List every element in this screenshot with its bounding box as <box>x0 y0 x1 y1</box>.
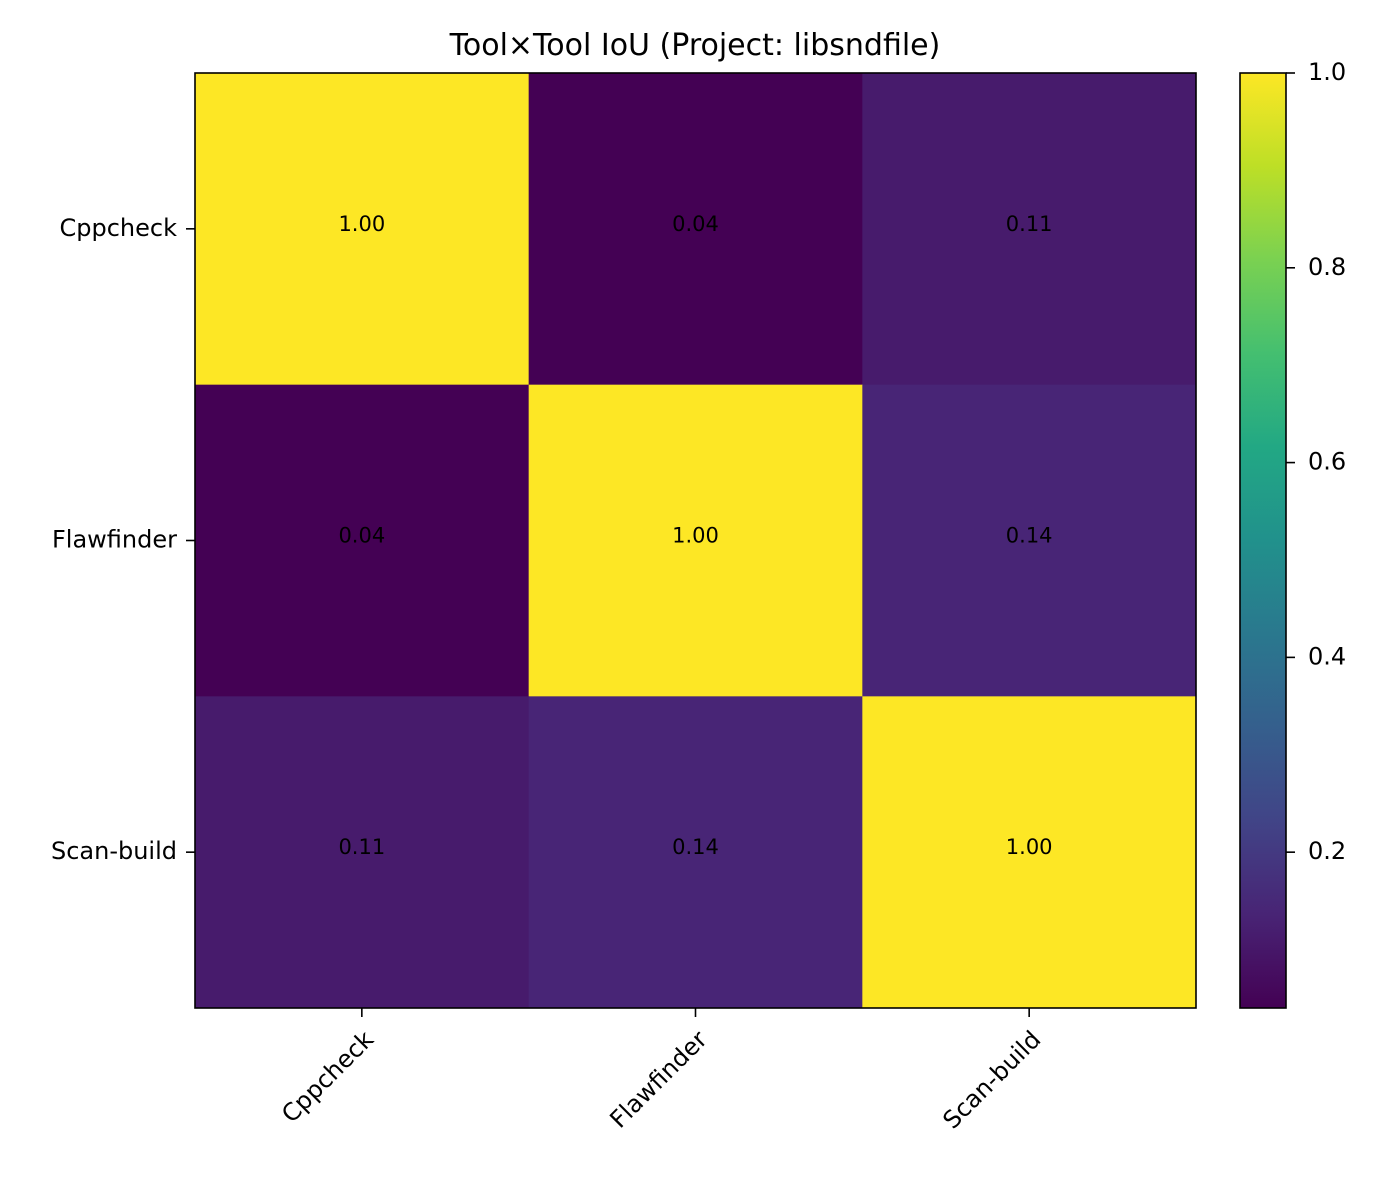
heatmap-cell <box>862 73 1197 386</box>
cell-value-label: 0.11 <box>338 835 385 859</box>
cell-value-label: 1.00 <box>672 524 719 548</box>
colorbar-tick-label: 0.4 <box>1308 642 1346 670</box>
heatmap-cell <box>195 696 530 1009</box>
y-axis: Cppcheck Flawfinder Scan-build <box>51 214 195 865</box>
y-tick-label: Flawfinder <box>52 526 177 554</box>
cell-value-label: 0.14 <box>1006 524 1053 548</box>
heatmap-cells <box>195 73 1197 1009</box>
cell-value-label: 0.04 <box>672 212 719 236</box>
heatmap-cell <box>528 696 863 1009</box>
cell-value-label: 1.00 <box>338 212 385 236</box>
colorbar-tick-label: 0.2 <box>1308 837 1346 865</box>
colorbar <box>1239 72 1287 1009</box>
x-tick-label: Scan-build <box>937 1025 1046 1134</box>
chart-title: Tool×Tool IoU (Project: libsndfile) <box>449 28 941 63</box>
x-axis: Cppcheck Flawfinder Scan-build <box>276 1008 1046 1134</box>
cell-value-label: 0.04 <box>338 524 385 548</box>
y-tick-label: Scan-build <box>51 837 177 865</box>
cell-value-label: 0.14 <box>672 835 719 859</box>
heatmap-cell <box>528 73 863 386</box>
cell-value-label: 0.11 <box>1006 212 1053 236</box>
heatmap-cell <box>528 384 863 697</box>
colorbar-tick-label: 0.8 <box>1308 253 1346 281</box>
colorbar-tick-label: 1.0 <box>1308 58 1346 86</box>
y-tick-label: Cppcheck <box>60 214 178 242</box>
x-tick-label: Flawfinder <box>604 1025 712 1133</box>
heatmap-cell <box>195 73 530 386</box>
cell-value-label: 1.00 <box>1006 835 1053 859</box>
colorbar-tick-label: 0.6 <box>1308 448 1346 476</box>
x-tick-label: Cppcheck <box>276 1025 379 1128</box>
colorbar-axis: 0.2 0.4 0.6 0.8 1.0 <box>1286 58 1346 865</box>
heatmap-cell <box>862 384 1197 697</box>
heatmap-cell <box>195 384 530 697</box>
heatmap-cell <box>862 696 1197 1009</box>
heatmap-cell-labels: 1.00 0.04 0.11 0.04 1.00 0.14 0.11 0.14 1.00 <box>338 212 1052 859</box>
